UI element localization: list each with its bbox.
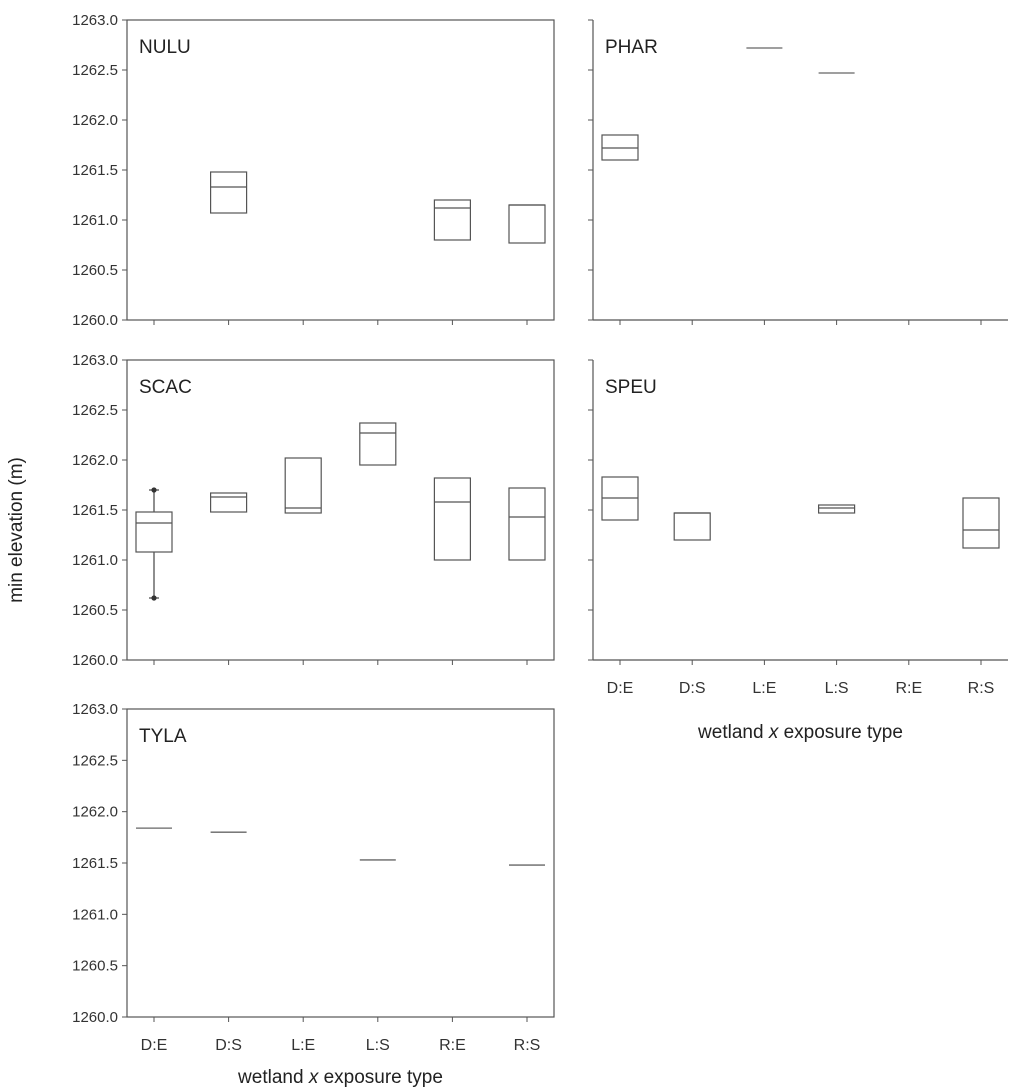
box-d-e [135,487,173,601]
x-tick-label: L:S [366,1037,390,1054]
y-tick-label: 1262.5 [72,752,118,769]
box-r-s [508,204,546,244]
x-tick-label: D:E [141,1037,168,1054]
y-tick-label: 1260.0 [72,1009,118,1026]
x-tick-label: R:E [895,680,922,697]
panels-group: 1260.0 1260.5 1261.0 1261.5 1262.0 1262.5 1263… [72,12,1008,1088]
x-axis-title-part: x [768,722,780,743]
box-r-s [962,497,1000,549]
y-tick-label: 1261.0 [72,552,118,569]
x-tick-label: R:E [439,1037,466,1054]
x-axis-title-part: wetland [237,1067,309,1088]
box-d-s [210,171,248,214]
box-rect [433,477,471,561]
panel-nulu: 1260.0 1260.5 1261.0 1261.5 1262.0 1262.5 1263… [72,12,555,329]
y-tick-label: 1260.0 [72,312,118,329]
x-tick-label: R:S [968,680,995,697]
x-axis-title-part: exposure type [318,1067,443,1088]
box-r-s [508,487,546,561]
box-rect [508,204,546,244]
y-tick-label: 1263.0 [72,701,118,718]
box-l-e [284,457,322,514]
x-tick-label: D:S [215,1037,242,1054]
box-d-e [601,476,639,521]
y-tick-label: 1262.0 [72,804,118,821]
panel-label: PHAR [605,37,658,58]
y-tick-label: 1260.0 [72,652,118,669]
box-l-s [359,422,397,466]
y-tick-label: 1261.0 [72,906,118,923]
y-tick-label: 1262.0 [72,112,118,129]
panel-scac: 1260.0 1260.5 1261.0 1261.5 1262.0 1262.5 1263… [72,352,555,669]
box-rect [508,487,546,561]
box-rect [135,511,173,553]
y-tick-label: 1262.0 [72,452,118,469]
outlier-point [151,487,157,493]
box-rect [433,199,471,241]
outlier-point [151,595,157,601]
x-axis-title: wetland x exposure type [697,722,903,743]
panel-label: SPEU [605,377,657,398]
box-rect [210,171,248,214]
y-tick-label: 1262.5 [72,62,118,79]
box-r-e [433,477,471,561]
box-rect [817,504,856,514]
panel-speu: D:E D:S L:E L:S R:E R:S wetland x exposure typ… [588,359,1008,743]
box-l-s [817,504,856,514]
y-tick-label: 1261.5 [72,502,118,519]
y-tick-label: 1261.5 [72,855,118,872]
box-rect [359,422,397,466]
plot-frame [126,708,555,1018]
box-r-e [433,199,471,241]
x-tick-label: L:S [825,680,849,697]
y-tick-label: 1261.5 [72,162,118,179]
box-rect [284,457,322,514]
y-tick-label: 1263.0 [72,352,118,369]
x-axis-title-part: wetland [697,722,769,743]
y-tick-label: 1262.5 [72,402,118,419]
y-axis-title: min elevation (m) [6,457,27,603]
x-tick-label: R:S [514,1037,541,1054]
x-tick-label: D:S [679,680,706,697]
box-rect [962,497,1000,549]
box-rect [210,492,248,513]
x-tick-label: L:E [291,1037,315,1054]
y-tick-label: 1260.5 [72,602,118,619]
y-tick-label: 1260.5 [72,958,118,975]
plot-frame [126,19,555,321]
panel-label: TYLA [139,726,187,747]
plot-frame [126,359,555,661]
box-d-e [601,134,639,161]
x-axis-title-part: exposure type [778,722,903,743]
box-d-s [673,512,711,541]
x-tick-label: D:E [607,680,634,697]
panel-tyla: 1260.0 1260.5 1261.0 1261.5 1262.0 1262.5 1263… [72,701,555,1088]
y-tick-label: 1263.0 [72,12,118,29]
x-tick-label: L:E [752,680,776,697]
panel-label: NULU [139,37,191,58]
panel-phar: PHAR [588,19,1008,325]
panel-label: SCAC [139,377,192,398]
x-axis-title: wetland x exposure type [237,1067,443,1088]
box-rect [673,512,711,541]
x-axis-title-part: x [308,1067,320,1088]
box-d-s [210,492,248,513]
y-tick-label: 1261.0 [72,212,118,229]
y-tick-label: 1260.5 [72,262,118,279]
